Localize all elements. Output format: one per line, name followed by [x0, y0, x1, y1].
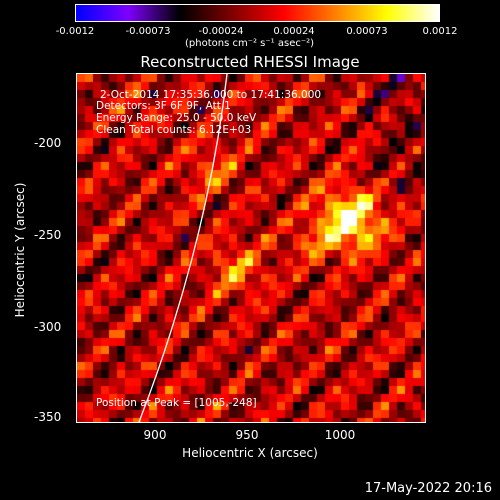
rhessi-heatmap [77, 74, 425, 422]
y-axis-label: Heliocentric Y (arcsec) [13, 182, 27, 318]
colorbar-tick-label: -0.0012 [55, 26, 95, 37]
x-tick-label: 950 [235, 428, 259, 442]
info-counts: Clean Total counts: 6.12E+03 [96, 124, 252, 136]
colorbar-tick-label: -0.00024 [198, 26, 244, 37]
x-axis-label: Heliocentric X (arcsec) [182, 446, 318, 460]
info-time-range: 2-Oct-2014 17:35:36.000 to 17:41:36.000 [100, 89, 322, 101]
footer-timestamp: 17-May-2022 20:16 [364, 481, 492, 496]
peak-position-text: Position at Peak = [1005,-248] [96, 397, 257, 409]
x-tick-label: 900 [143, 428, 167, 442]
colorbar-tick-label: -0.00073 [125, 26, 171, 37]
image-plot-area [76, 73, 426, 423]
info-energy-range: Energy Range: 25.0 - 50.0 keV [96, 112, 257, 124]
colorbar-tick-label: 0.0012 [422, 26, 458, 37]
colorbar [75, 4, 440, 22]
solar-limb-curve [138, 74, 228, 422]
info-detectors: Detectors: 3F 6F 9F, Att 1 [96, 100, 231, 112]
colorbar-unit-label: (photons cm⁻² s⁻¹ asec⁻²) [185, 38, 315, 49]
x-tick-label: 1000 [324, 428, 356, 442]
y-tick-label: -300 [34, 320, 62, 334]
image-title: Reconstructed RHESSI Image [140, 53, 360, 71]
y-tick-label: -250 [34, 228, 62, 242]
y-tick-label: -200 [34, 136, 62, 150]
colorbar-tick-label: 0.00073 [346, 26, 388, 37]
y-tick-label: -350 [34, 410, 62, 424]
colorbar-tick-label: 0.00024 [273, 26, 315, 37]
